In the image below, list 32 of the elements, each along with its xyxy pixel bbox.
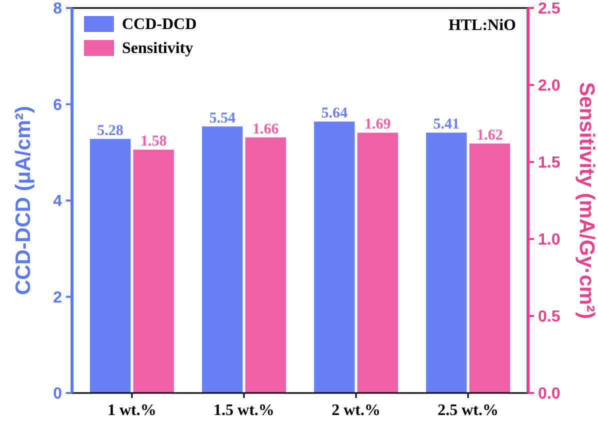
y-axis-title: CCD-DCD (μA/cm²) bbox=[12, 106, 35, 295]
legend-label: CCD-DCD bbox=[122, 16, 197, 33]
data-label: 1.62 bbox=[476, 128, 503, 144]
data-label: 1.66 bbox=[252, 121, 280, 138]
y-tick-label: 4 bbox=[53, 193, 62, 210]
y-tick-label: 6 bbox=[53, 96, 62, 114]
bar bbox=[314, 122, 355, 393]
x-tick-label: 1.5 wt.% bbox=[214, 402, 274, 419]
y-tick-label: 2 bbox=[53, 289, 62, 306]
data-label: 1.58 bbox=[140, 134, 167, 150]
y2-tick-label: 2.5 bbox=[538, 0, 560, 18]
x-tick-label: 1 wt.% bbox=[107, 402, 156, 419]
data-label: 5.54 bbox=[209, 110, 236, 126]
y2-tick-label: 0.5 bbox=[538, 308, 560, 326]
bar bbox=[202, 126, 243, 393]
data-label: 5.64 bbox=[321, 106, 348, 122]
data-label: 5.41 bbox=[433, 116, 460, 133]
y2-tick-label: 0.0 bbox=[538, 386, 560, 403]
data-label: 1.69 bbox=[364, 116, 391, 133]
bar bbox=[426, 132, 467, 393]
y2-tick-label: 2.0 bbox=[538, 78, 560, 95]
annotation: HTL:NiO bbox=[448, 17, 516, 34]
y-tick-label: 8 bbox=[53, 0, 62, 18]
bar bbox=[90, 138, 131, 393]
y2-tick-label: 1.0 bbox=[538, 232, 560, 249]
y-tick-label: 0 bbox=[53, 386, 62, 403]
y2-axis-title: Sensitivity (mA/Gy·cm²) bbox=[575, 82, 598, 319]
y2-tick-label: 1.5 bbox=[538, 154, 560, 172]
x-tick-label: 2 wt.% bbox=[332, 402, 380, 419]
x-tick-label: 2.5 wt.% bbox=[438, 402, 499, 419]
data-label: 5.28 bbox=[97, 122, 124, 139]
legend-label: Sensitivity bbox=[122, 40, 194, 57]
